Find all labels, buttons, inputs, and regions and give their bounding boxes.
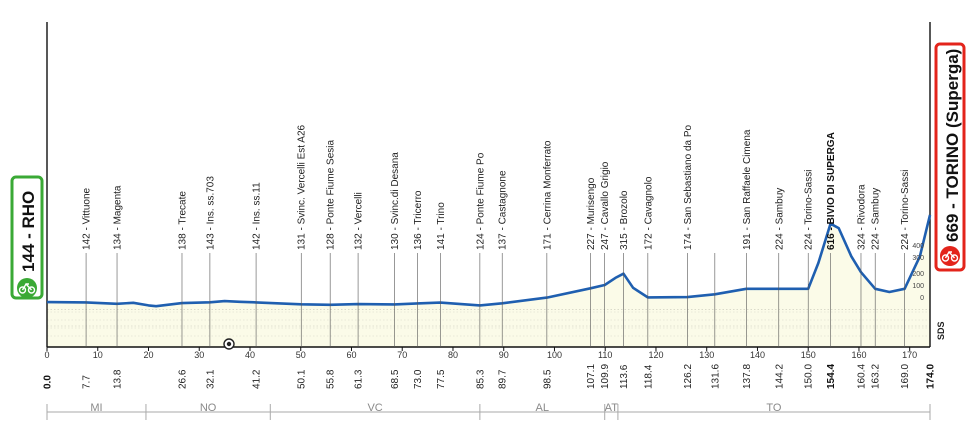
region-label: TO bbox=[766, 402, 782, 414]
point-label: 128 - Ponte Fiume Sesia bbox=[326, 140, 337, 250]
point-label: 315 - Brozolo bbox=[619, 190, 630, 250]
finish-km: 174.0 bbox=[926, 364, 937, 389]
finish-title: 669 - TORINO (Superga) bbox=[943, 49, 962, 242]
point-km: 137.8 bbox=[742, 364, 753, 389]
x-tick-label: 150 bbox=[801, 350, 816, 360]
point-km: 118.4 bbox=[643, 364, 654, 389]
point-label: 124 - Ponte Fiume Po bbox=[475, 152, 486, 250]
point-km: 154.4 bbox=[826, 364, 837, 389]
region-label: VC bbox=[367, 402, 382, 414]
point-label: 130 - Svinc.di Desana bbox=[390, 152, 401, 250]
point-label: 131 - Svinc. Vercelli Est A26 bbox=[297, 124, 308, 250]
point-km: 73.0 bbox=[413, 369, 424, 389]
x-tick-label: 130 bbox=[699, 350, 714, 360]
point-label: 134 - Magenta bbox=[113, 185, 124, 250]
start-km: 0.0 bbox=[43, 375, 54, 389]
x-tick-label: 40 bbox=[245, 350, 255, 360]
x-tick-label: 30 bbox=[194, 350, 204, 360]
point-km: 68.5 bbox=[390, 369, 401, 389]
point-km: 13.8 bbox=[113, 369, 124, 389]
region-label: NO bbox=[200, 402, 217, 414]
point-km: 7.7 bbox=[82, 375, 93, 389]
point-km: 98.5 bbox=[542, 369, 553, 389]
point-label: 171 - Cerrina Monferrato bbox=[542, 140, 553, 250]
region-label: AT bbox=[605, 402, 619, 414]
x-tick-label: 160 bbox=[851, 350, 866, 360]
point-km: 89.7 bbox=[498, 369, 509, 389]
point-label: 616 - BIVIO DI SUPERGA bbox=[826, 132, 837, 250]
point-km: 32.1 bbox=[205, 369, 216, 389]
x-tick-label: 80 bbox=[448, 350, 458, 360]
point-km: 109.9 bbox=[600, 364, 611, 389]
x-tick-label: 20 bbox=[143, 350, 153, 360]
point-label: 138 - Trecate bbox=[177, 191, 188, 250]
region-label: MI bbox=[90, 402, 102, 414]
point-km: 50.1 bbox=[297, 369, 308, 389]
alt-scale-label: 0 bbox=[920, 295, 924, 302]
point-km: 77.5 bbox=[436, 369, 447, 389]
finish-badge: 669 - TORINO (Superga) bbox=[934, 42, 966, 272]
x-tick-label: 70 bbox=[397, 350, 407, 360]
x-tick-label: 0 bbox=[44, 350, 49, 360]
logo-text: SDS bbox=[936, 321, 946, 340]
point-km: 131.6 bbox=[710, 364, 721, 389]
point-km: 144.2 bbox=[774, 364, 785, 389]
alt-scale-label: 300 bbox=[912, 255, 924, 262]
point-label: 224 - Torino-Sassi bbox=[900, 170, 911, 250]
point-label: 174 - San Sebastiano da Po bbox=[683, 124, 694, 250]
x-tick-label: 90 bbox=[499, 350, 509, 360]
point-label: 142 - Vittuone bbox=[82, 187, 93, 250]
x-tick-label: 120 bbox=[648, 350, 663, 360]
point-km: 61.3 bbox=[354, 369, 365, 389]
alt-scale-label: 400 bbox=[912, 243, 924, 250]
region-label: AL bbox=[536, 402, 549, 414]
point-label: 191 - San Raffaele Cimena bbox=[742, 129, 753, 250]
x-tick-label: 60 bbox=[346, 350, 356, 360]
point-label: 136 - Tricerro bbox=[413, 190, 424, 250]
alt-scale-label: 200 bbox=[912, 271, 924, 278]
point-km: 150.0 bbox=[804, 364, 815, 389]
point-label: 141 - Trino bbox=[436, 202, 447, 250]
x-tick-label: 50 bbox=[296, 350, 306, 360]
point-label: 247 - Cavallo Grigio bbox=[600, 161, 611, 250]
point-label: 132 - Vercelli bbox=[354, 192, 365, 250]
point-label: 137 - Castagnone bbox=[498, 170, 509, 250]
point-label: 224 - Sambuy bbox=[774, 188, 785, 250]
point-km: 41.2 bbox=[252, 369, 263, 389]
x-tick-label: 170 bbox=[902, 350, 917, 360]
point-km: 55.8 bbox=[326, 369, 337, 389]
start-title: 144 - RHO bbox=[19, 191, 38, 272]
x-tick-label: 110 bbox=[598, 350, 612, 360]
point-label: 172 - Cavagnolo bbox=[643, 176, 654, 250]
start-badge: 144 - RHO bbox=[10, 175, 44, 300]
point-label: 227 - Murisengo bbox=[586, 177, 597, 250]
point-km: 85.3 bbox=[475, 369, 486, 389]
alt-scale-label: 100 bbox=[912, 283, 924, 290]
x-tick-label: 100 bbox=[547, 350, 562, 360]
point-km: 126.2 bbox=[683, 364, 694, 389]
target-icon bbox=[223, 338, 235, 350]
point-label: 142 - Ins. ss.11 bbox=[252, 182, 263, 250]
profile-area bbox=[47, 214, 930, 347]
point-km: 160.4 bbox=[856, 364, 867, 389]
x-tick-label: 140 bbox=[750, 350, 765, 360]
point-km: 163.2 bbox=[871, 364, 882, 389]
point-label: 224 - Torino-Sassi bbox=[804, 170, 815, 250]
point-km: 113.6 bbox=[619, 364, 630, 389]
point-label: 224 - Sambuy bbox=[871, 188, 882, 250]
point-km: 107.1 bbox=[586, 364, 597, 389]
point-km: 26.6 bbox=[177, 369, 188, 389]
x-tick-label: 10 bbox=[93, 350, 103, 360]
point-km: 169.0 bbox=[900, 364, 911, 389]
point-label: 324 - Rivodora bbox=[856, 184, 867, 250]
point-label: 143 - Ins. ss.703 bbox=[205, 176, 216, 250]
